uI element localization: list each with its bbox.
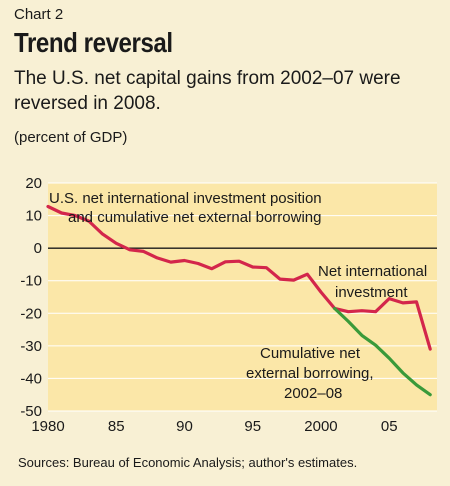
annotations: U.S. net international investment positi… (49, 190, 427, 402)
annotation-borrowing-line1: Cumulative net (260, 345, 361, 362)
chart-title: Trend reversal (14, 27, 173, 58)
x-tick-label: 85 (108, 418, 125, 435)
y-axis-ticks: 20 10 0 -10 -20 -30 -40 -50 (20, 175, 42, 420)
series-layer (46, 204, 432, 397)
annotation-niip-line1: U.S. net international investment positi… (49, 190, 322, 207)
series-net-international-investment (46, 204, 432, 351)
chart-number: Chart 2 (14, 6, 64, 23)
x-tick-label: 1980 (31, 418, 64, 435)
y-tick-label: -10 (20, 273, 42, 290)
y-tick-label: -20 (20, 305, 42, 322)
y-tick-label: 20 (25, 175, 42, 192)
y-tick-label: -30 (20, 338, 42, 355)
annotation-niip-line2: and cumulative net external borrowing (68, 209, 321, 226)
x-tick-label: 05 (381, 418, 398, 435)
annotation-net-intl-line2: investment (335, 284, 408, 301)
y-tick-label: -50 (20, 403, 42, 420)
annotation-borrowing-line3: 2002–08 (284, 385, 342, 402)
y-tick-label: 0 (34, 240, 42, 257)
annotation-net-intl-line1: Net international (318, 263, 427, 280)
series-cumulative-borrowing (333, 306, 432, 397)
x-tick-label: 2000 (304, 418, 337, 435)
x-axis-ticks: 1980 85 90 95 2000 05 (31, 418, 397, 435)
x-tick-label: 90 (176, 418, 193, 435)
y-tick-label: -40 (20, 370, 42, 387)
y-tick-label: 10 (25, 208, 42, 225)
plot-area (48, 183, 437, 411)
grid-lines (48, 182, 437, 412)
annotation-borrowing-line2: external borrowing, (246, 365, 374, 382)
unit-label: (percent of GDP) (14, 129, 128, 146)
source-note: Sources: Bureau of Economic Analysis; au… (18, 455, 358, 470)
chart-subtitle: The U.S. net capital gains from 2002–07 … (14, 68, 401, 114)
x-tick-label: 95 (244, 418, 261, 435)
